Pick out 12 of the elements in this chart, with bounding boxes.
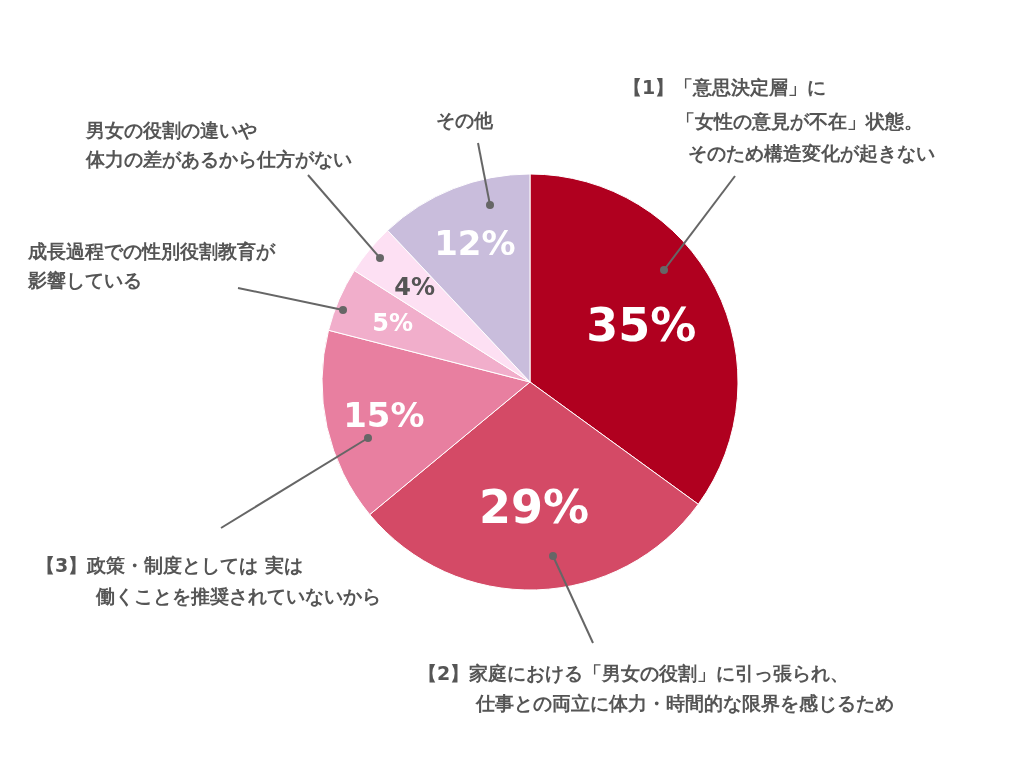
- data-label: 12%: [434, 222, 516, 263]
- slice-label: 男女の役割の違いや体力の差があるから仕方がない: [85, 119, 352, 170]
- slice-label: 成長過程での性別役割教育が影響している: [27, 240, 276, 291]
- data-label: 35%: [586, 298, 697, 353]
- data-label: 29%: [478, 479, 589, 534]
- slice-label: その他: [436, 109, 494, 131]
- data-label: 5%: [372, 308, 413, 337]
- slice-label: 【3】政策・制度としては 実は働くことを推奨されていないから: [36, 554, 381, 607]
- data-label: 15%: [343, 394, 425, 435]
- slice-label: 【1】「意思決定層」に「女性の意見が不在」状態。そのため構造変化が起きない: [623, 76, 935, 164]
- slice-label: 【2】家庭における「男女の役割」に引っ張られ、仕事との両立に体力・時間的な限界を感じるため: [418, 662, 894, 714]
- data-label: 4%: [394, 272, 435, 301]
